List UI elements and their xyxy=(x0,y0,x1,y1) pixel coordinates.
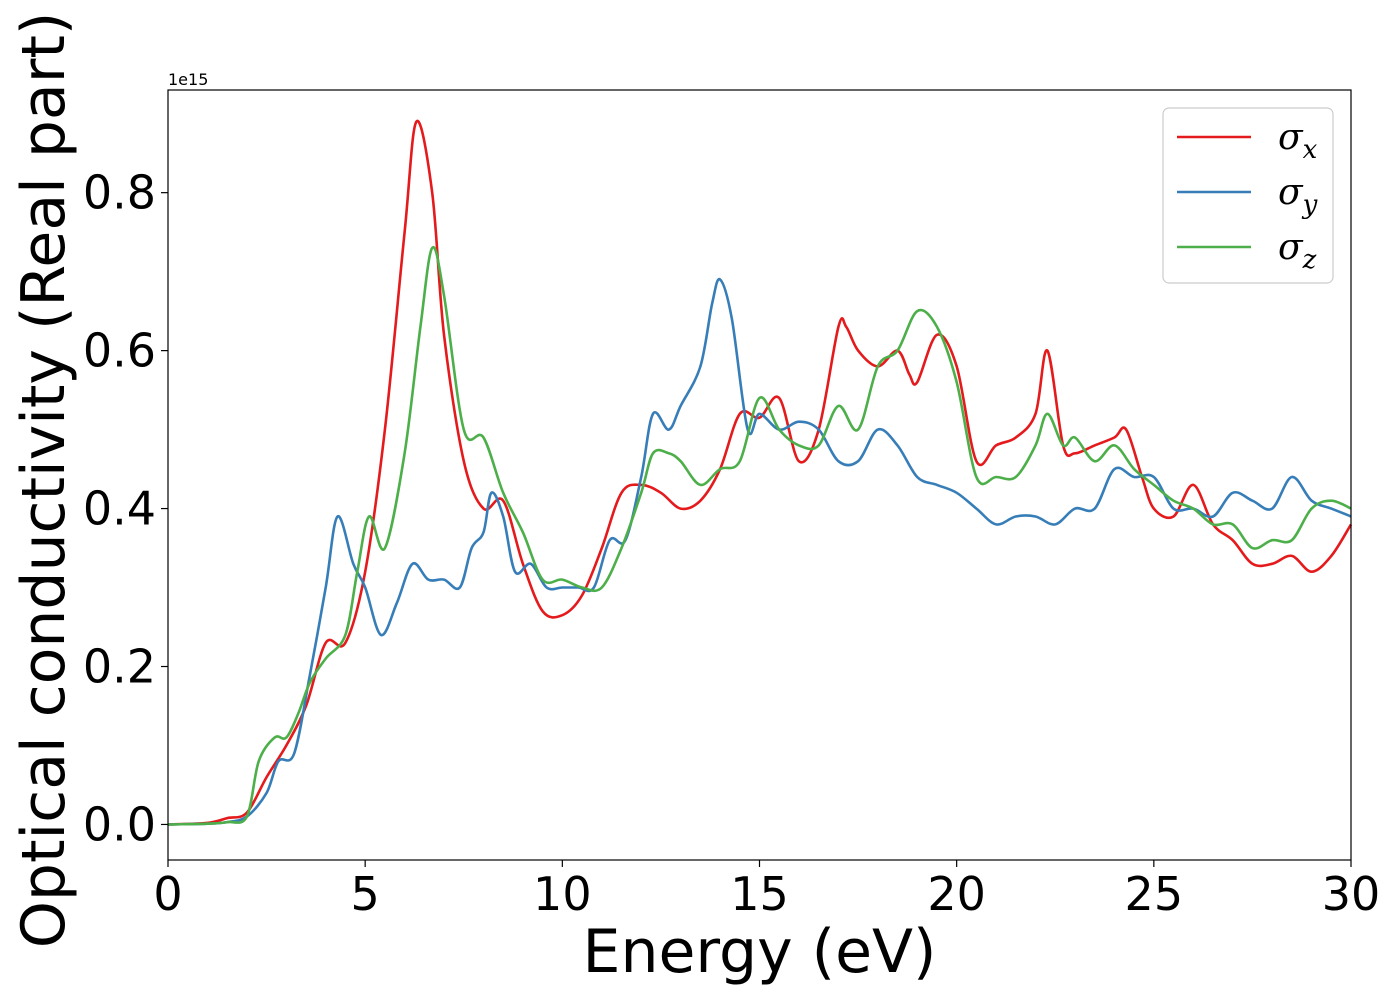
y-tick-label: 0.8 xyxy=(83,166,156,220)
legend-item-sigma-x: σx xyxy=(1177,117,1318,165)
y-tick-label: 0.4 xyxy=(83,482,156,536)
x-tick-label: 20 xyxy=(927,867,986,921)
x-tick-label: 30 xyxy=(1322,867,1381,921)
x-tick-label: 5 xyxy=(351,867,380,921)
y-tick-label: 0.0 xyxy=(83,797,156,851)
legend-item-sigma-z: σz xyxy=(1177,227,1317,275)
y-offset-label: 1e15 xyxy=(168,70,208,89)
legend: σx σy σz xyxy=(1162,107,1334,284)
x-axis: 0 5 10 15 20 25 30 xyxy=(153,860,1380,921)
y-tick-label: 0.6 xyxy=(83,324,156,378)
y-axis: 0.0 0.2 0.4 0.6 0.8 xyxy=(83,166,168,851)
legend-item-sigma-y: σy xyxy=(1177,172,1318,220)
legend-label: σy xyxy=(1278,172,1318,220)
x-tick-label: 10 xyxy=(533,867,592,921)
legend-label: σx xyxy=(1278,117,1318,165)
series-lines xyxy=(167,119,1353,826)
y-tick-label: 0.2 xyxy=(83,640,156,694)
x-tick-label: 25 xyxy=(1125,867,1184,921)
series-line-sigma-z xyxy=(167,245,1352,826)
series-line-sigma-y xyxy=(167,277,1352,826)
x-axis-title: Energy (eV) xyxy=(583,917,937,987)
x-tick-label: 0 xyxy=(153,867,182,921)
series-line-sigma-x xyxy=(167,119,1353,826)
y-axis-title: Optical conductivity (Real part) xyxy=(9,12,79,949)
x-tick-label: 15 xyxy=(730,867,789,921)
legend-label: σz xyxy=(1278,227,1317,275)
legend-box xyxy=(1162,107,1334,284)
